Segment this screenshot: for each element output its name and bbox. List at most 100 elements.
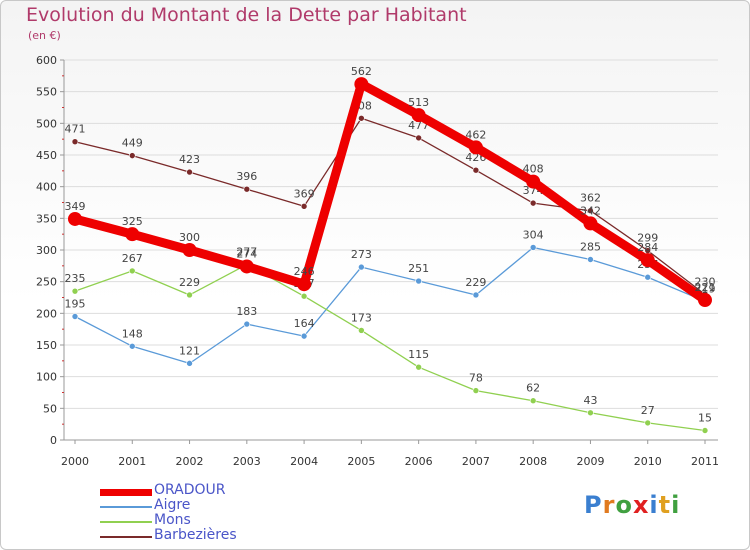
logo-letter: r bbox=[602, 491, 616, 519]
data-point bbox=[529, 199, 537, 207]
y-tick-label: 400 bbox=[36, 181, 57, 194]
data-point bbox=[128, 152, 136, 159]
y-tick-label: 250 bbox=[36, 276, 57, 289]
data-point bbox=[529, 244, 537, 251]
data-point bbox=[71, 313, 79, 320]
data-point bbox=[640, 253, 655, 268]
data-point bbox=[583, 216, 598, 231]
y-tick-label: 450 bbox=[36, 149, 57, 162]
data-label: 369 bbox=[294, 187, 315, 200]
legend-swatch bbox=[100, 536, 152, 538]
y-tick-label: 0 bbox=[50, 434, 57, 447]
data-point bbox=[68, 211, 82, 226]
x-tick-label: 2010 bbox=[634, 455, 662, 468]
logo-letter: P bbox=[584, 491, 603, 519]
data-point bbox=[472, 166, 480, 174]
x-tick-label: 2004 bbox=[290, 455, 318, 468]
data-point bbox=[587, 409, 594, 417]
x-tick-label: 2007 bbox=[462, 455, 490, 468]
data-point bbox=[297, 277, 312, 292]
unit-label: (en €) bbox=[28, 29, 61, 42]
data-label: 173 bbox=[351, 311, 372, 324]
data-label: 27 bbox=[641, 404, 655, 417]
x-tick-label: 2011 bbox=[691, 455, 719, 468]
data-point bbox=[587, 207, 594, 215]
y-tick-label: 50 bbox=[43, 402, 57, 415]
data-point bbox=[71, 287, 79, 295]
data-point bbox=[300, 292, 308, 300]
data-label: 277 bbox=[236, 246, 257, 259]
series-oradour: 349 325 300 274 246 562 513 462 408 342 284 221 bbox=[65, 65, 716, 308]
data-point bbox=[415, 363, 422, 371]
data-label: 115 bbox=[408, 348, 429, 361]
data-point bbox=[698, 293, 712, 308]
data-label: 471 bbox=[65, 123, 86, 136]
data-point bbox=[125, 227, 140, 242]
data-label: 164 bbox=[294, 317, 315, 330]
y-tick-label: 200 bbox=[36, 307, 57, 320]
legend-swatch bbox=[100, 506, 152, 508]
data-label: 284 bbox=[637, 241, 658, 254]
data-label: 251 bbox=[408, 262, 429, 275]
x-tick-label: 2005 bbox=[347, 455, 375, 468]
y-tick-labels: 0 50 100 150 200 250 300 350 400 450 500 550 600 bbox=[36, 54, 64, 447]
data-label: 195 bbox=[65, 298, 86, 311]
data-label: 148 bbox=[122, 327, 143, 340]
data-label: 267 bbox=[122, 252, 143, 265]
data-point bbox=[243, 320, 251, 328]
y-tick-label: 550 bbox=[36, 86, 57, 99]
data-label: 342 bbox=[580, 204, 601, 217]
x-tick-labels: 2000 2001 2002 2003 2004 2005 2006 2007 2008 2009… bbox=[61, 440, 719, 468]
data-label: 230 bbox=[695, 275, 716, 288]
data-label: 462 bbox=[465, 128, 486, 141]
data-point bbox=[529, 397, 537, 405]
data-point bbox=[415, 277, 422, 285]
legend-swatch bbox=[100, 489, 152, 496]
data-point bbox=[186, 360, 193, 367]
data-label: 408 bbox=[523, 163, 544, 176]
data-label: 229 bbox=[465, 276, 486, 289]
chart-title: Evolution du Montant de la Dette par Hab… bbox=[26, 4, 467, 26]
series-group: 4714494233963695084774263743622992301951… bbox=[65, 65, 716, 434]
data-point bbox=[468, 140, 483, 155]
data-point bbox=[526, 174, 541, 189]
data-point bbox=[186, 168, 193, 176]
data-label: 274 bbox=[236, 247, 257, 260]
data-label: 183 bbox=[236, 305, 257, 318]
data-point bbox=[644, 419, 652, 427]
data-label: 423 bbox=[179, 153, 200, 166]
data-label: 78 bbox=[469, 372, 483, 385]
data-label: 562 bbox=[351, 65, 372, 78]
x-tick-label: 2008 bbox=[519, 455, 547, 468]
legend-label: Barbezières bbox=[154, 527, 237, 543]
x-tick-label: 2002 bbox=[176, 455, 204, 468]
data-point bbox=[411, 108, 426, 123]
y-tick-label: 600 bbox=[36, 54, 57, 67]
data-label: 325 bbox=[122, 215, 143, 228]
data-label: 273 bbox=[351, 248, 372, 261]
x-tick-label: 2000 bbox=[61, 455, 89, 468]
proxiti-logo: Proxiti bbox=[584, 491, 680, 519]
data-label: 349 bbox=[65, 200, 86, 213]
grid bbox=[64, 59, 718, 409]
y-tick-label: 350 bbox=[36, 212, 57, 225]
data-label: 235 bbox=[65, 272, 86, 285]
data-label: 299 bbox=[637, 232, 658, 245]
series-line bbox=[74, 263, 706, 432]
data-label: 229 bbox=[179, 276, 200, 289]
x-tick-label: 2001 bbox=[118, 455, 146, 468]
y-tick-label: 300 bbox=[36, 244, 57, 257]
data-point bbox=[644, 273, 652, 281]
y-tick-label: 500 bbox=[36, 117, 57, 130]
data-label: 15 bbox=[698, 412, 712, 425]
logo-letter: o bbox=[615, 491, 633, 519]
logo-letter: t bbox=[658, 491, 672, 519]
data-point bbox=[186, 291, 193, 299]
data-point bbox=[243, 185, 251, 193]
legend-label: Aigre bbox=[154, 497, 191, 513]
data-label: 285 bbox=[580, 241, 601, 254]
data-point bbox=[128, 342, 136, 350]
data-label: 62 bbox=[526, 382, 540, 395]
x-tick-label: 2009 bbox=[576, 455, 604, 468]
